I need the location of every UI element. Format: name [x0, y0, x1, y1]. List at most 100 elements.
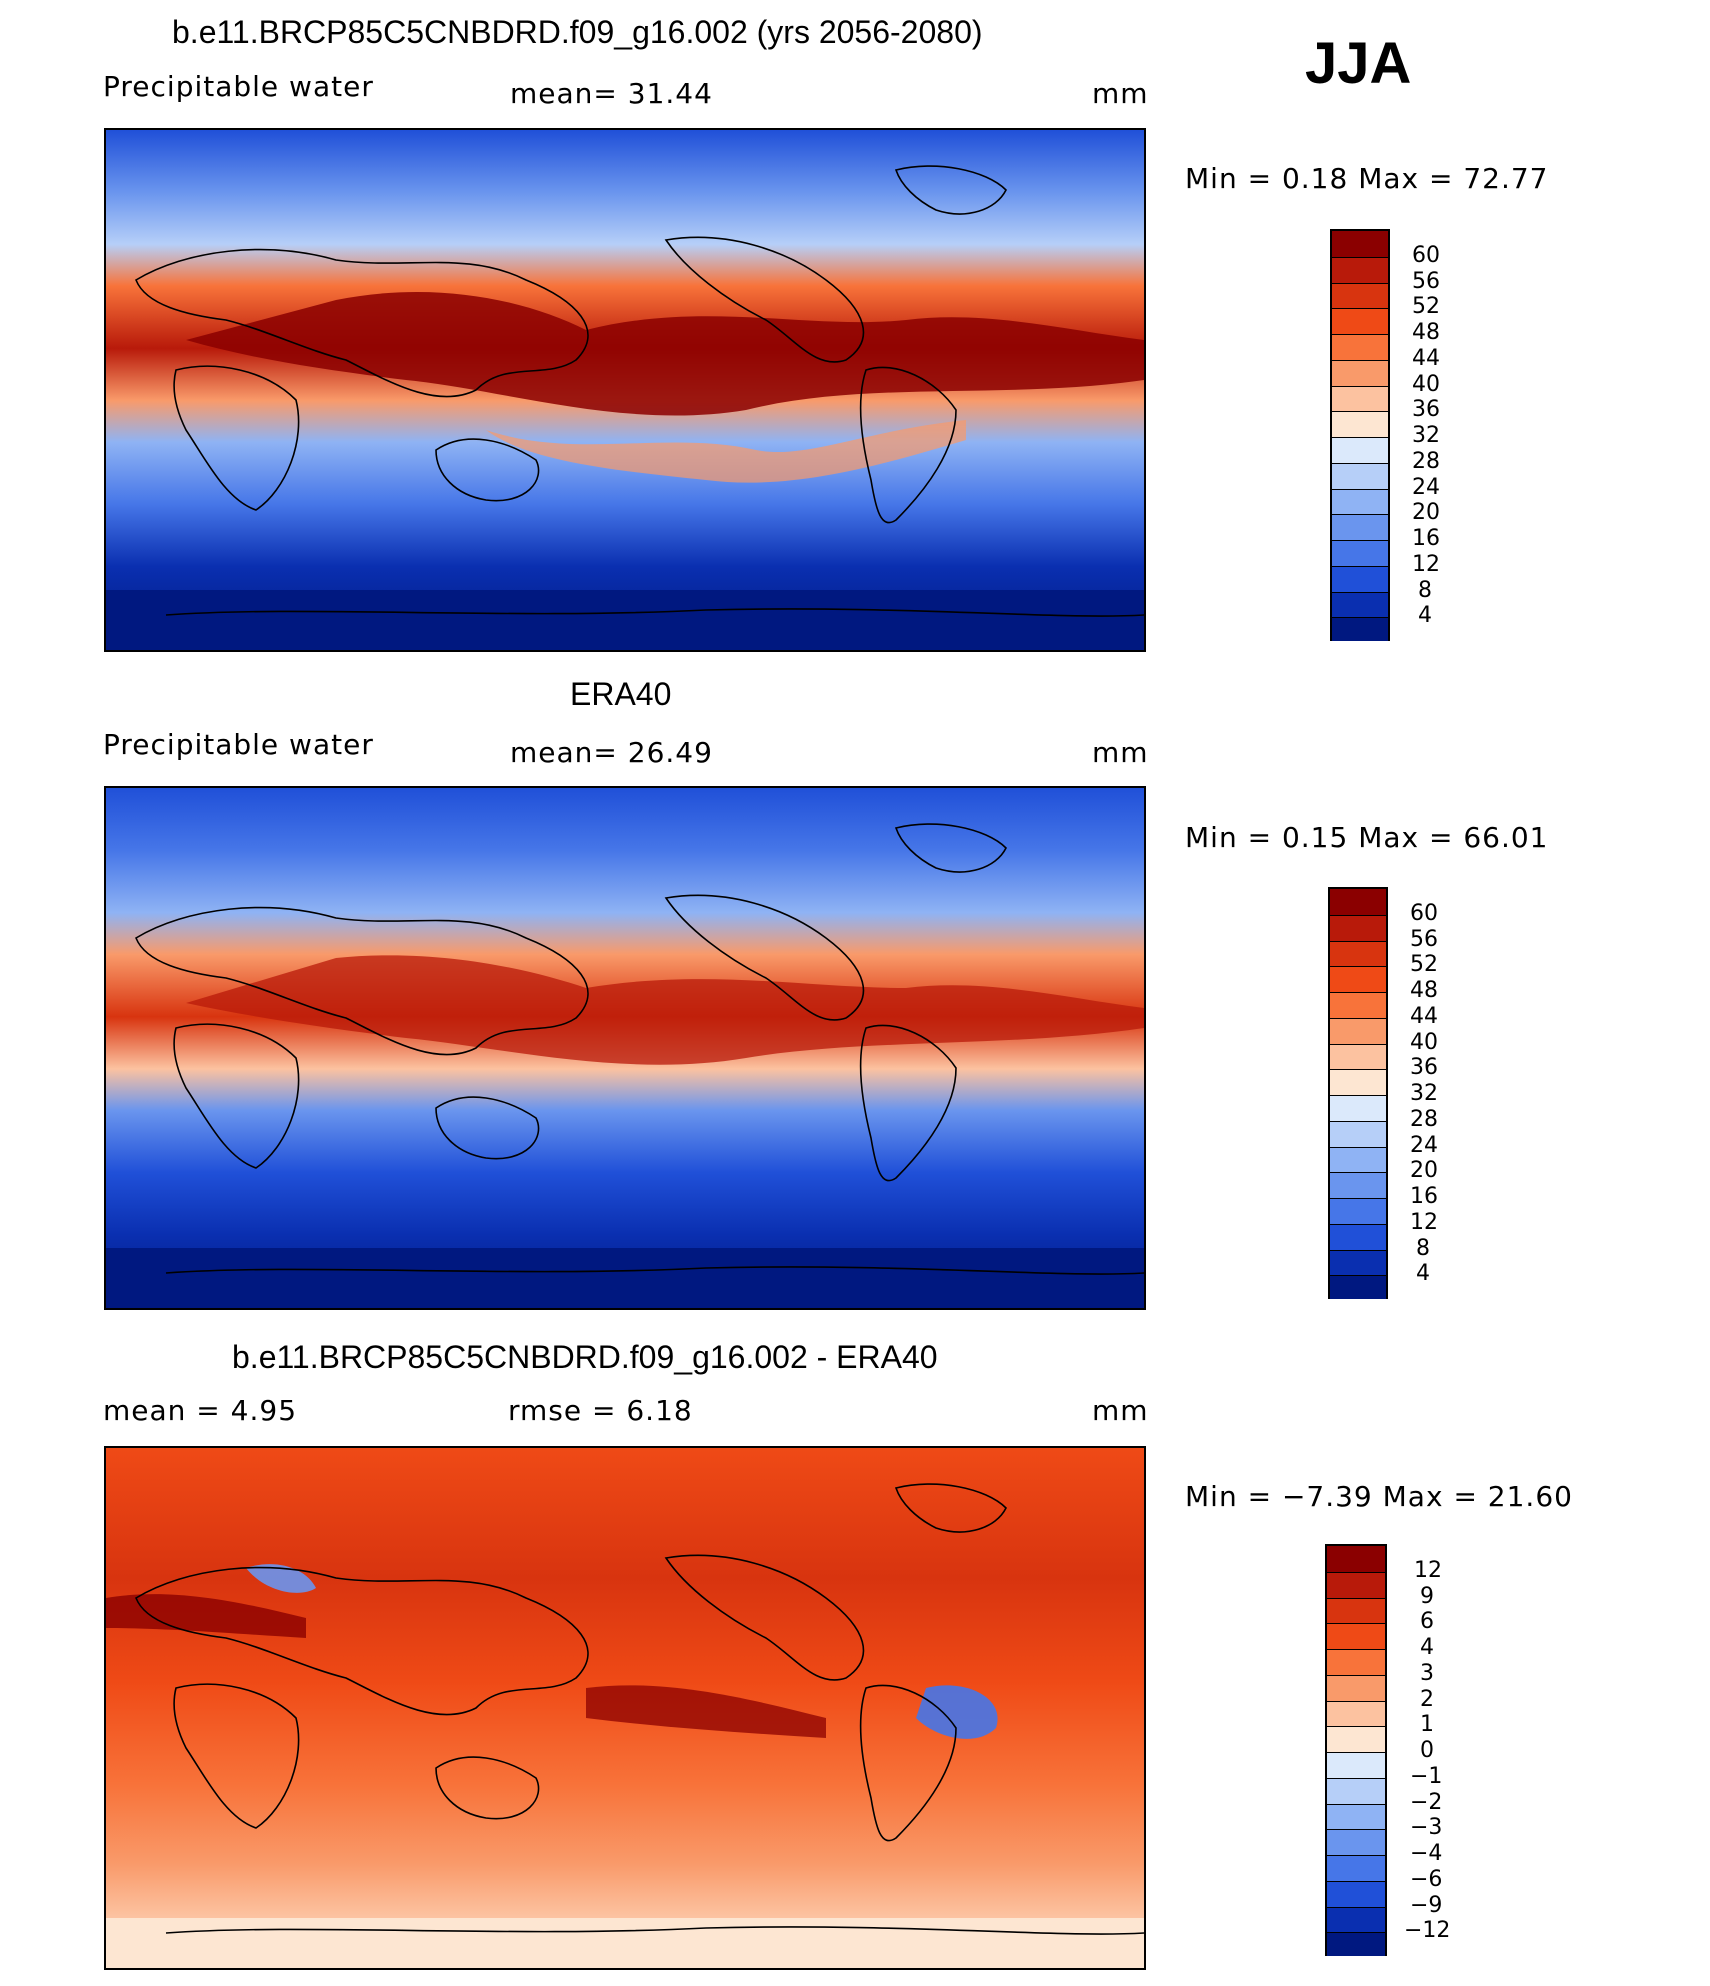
colorbar-label: −6 — [1410, 1867, 1443, 1892]
colorbar-label: 36 — [1410, 1055, 1438, 1080]
colorbar-label: −3 — [1410, 1815, 1443, 1840]
colorbar-swatch — [1330, 940, 1386, 967]
colorbar-label: 4 — [1420, 1635, 1434, 1660]
colorbar-label: 44 — [1410, 1004, 1438, 1029]
colorbar-swatch — [1327, 1880, 1385, 1907]
colorbar-label: 8 — [1416, 1236, 1430, 1261]
colorbar-swatch — [1330, 1017, 1386, 1044]
colorbar-swatch — [1327, 1752, 1385, 1778]
panel-diff-mean: mean = 4.95 — [103, 1394, 298, 1427]
colorbar-label: 4 — [1416, 1261, 1430, 1286]
colorbar-swatch — [1330, 1275, 1386, 1300]
panel-obs-mean: mean= 26.49 — [510, 736, 713, 769]
colorbar-label: 52 — [1412, 294, 1440, 319]
colorbar-swatch — [1327, 1649, 1385, 1675]
colorbar-swatch — [1327, 1777, 1385, 1804]
colorbar-label: 1 — [1420, 1712, 1434, 1737]
colorbar-label: 32 — [1412, 423, 1440, 448]
colorbar-swatch — [1332, 565, 1388, 592]
panel-model-map — [104, 128, 1146, 652]
colorbar-swatch — [1330, 914, 1386, 941]
colorbar-swatch — [1330, 1223, 1386, 1250]
colorbar-swatch — [1327, 1803, 1385, 1830]
colorbar-label: 40 — [1410, 1030, 1438, 1055]
panel-model-units: mm — [1092, 77, 1149, 110]
colorbar-swatch — [1327, 1726, 1385, 1753]
panel-diff-minmax: Min = −7.39 Max = 21.60 — [1185, 1480, 1573, 1513]
colorbar-label: 20 — [1410, 1158, 1438, 1183]
panel-diff-units: mm — [1092, 1394, 1149, 1427]
colorbar-swatch — [1332, 462, 1388, 489]
colorbar-label: 48 — [1412, 320, 1440, 345]
colorbar-label: 48 — [1410, 978, 1438, 1003]
colorbar-swatch — [1330, 992, 1386, 1018]
colorbar-label: −4 — [1410, 1841, 1443, 1866]
colorbar-label: 28 — [1412, 449, 1440, 474]
colorbar-swatch — [1332, 488, 1388, 515]
colorbar-swatch — [1327, 1674, 1385, 1701]
panel-diff-title: b.e11.BRCP85C5CNBDRD.f09_g16.002 - ERA40 — [232, 1339, 938, 1375]
colorbar-label: 44 — [1412, 346, 1440, 371]
colorbar-label: 60 — [1412, 243, 1440, 268]
colorbar-swatch — [1332, 282, 1388, 309]
colorbar-label: 60 — [1410, 901, 1438, 926]
colorbar-swatch — [1332, 334, 1388, 360]
colorbar-swatch — [1332, 437, 1388, 463]
colorbar-swatch — [1332, 514, 1388, 541]
colorbar-label: 16 — [1412, 526, 1440, 551]
panel-obs-minmax: Min = 0.15 Max = 66.01 — [1185, 821, 1549, 854]
panel-model-title: b.e11.BRCP85C5CNBDRD.f09_g16.002 (yrs 20… — [172, 14, 983, 50]
colorbar-label: 36 — [1412, 397, 1440, 422]
colorbar-label: 28 — [1410, 1107, 1438, 1132]
colorbar-swatch — [1332, 385, 1388, 412]
colorbar-swatch — [1330, 1095, 1386, 1121]
panel-model-colorbar — [1330, 229, 1390, 642]
colorbar-label: 56 — [1412, 269, 1440, 294]
season-label: JJA — [1305, 31, 1412, 96]
colorbar-swatch — [1327, 1855, 1385, 1881]
panel-model-minmax: Min = 0.18 Max = 72.77 — [1185, 162, 1549, 195]
colorbar-label: 12 — [1412, 552, 1440, 577]
colorbar-label: 3 — [1420, 1661, 1434, 1686]
colorbar-label: −9 — [1410, 1893, 1443, 1918]
panel-obs-map — [104, 786, 1146, 1310]
colorbar-swatch — [1330, 1120, 1386, 1147]
colorbar-label: 20 — [1412, 500, 1440, 525]
colorbar-swatch — [1332, 591, 1388, 618]
colorbar-swatch — [1327, 1829, 1385, 1856]
panel-model-variable-label: Precipitable water — [103, 70, 374, 103]
colorbar-swatch — [1332, 617, 1388, 642]
colorbar-label: −1 — [1410, 1764, 1443, 1789]
colorbar-swatch — [1332, 359, 1388, 386]
colorbar-swatch — [1327, 1597, 1385, 1624]
panel-obs-units: mm — [1092, 736, 1149, 769]
colorbar-swatch — [1330, 1043, 1386, 1070]
colorbar-label: 24 — [1410, 1133, 1438, 1158]
colorbar-label: 8 — [1418, 578, 1432, 603]
colorbar-label: 0 — [1420, 1738, 1434, 1763]
colorbar-label: 40 — [1412, 372, 1440, 397]
colorbar-label: 32 — [1410, 1081, 1438, 1106]
colorbar-label: 9 — [1420, 1584, 1434, 1609]
colorbar-label: 12 — [1414, 1558, 1442, 1583]
colorbar-swatch — [1330, 889, 1386, 915]
panel-obs-title: ERA40 — [570, 676, 672, 712]
colorbar-swatch — [1330, 1172, 1386, 1199]
colorbar-swatch — [1327, 1546, 1385, 1572]
panel-diff-colorbar — [1325, 1544, 1387, 1957]
colorbar-label: 12 — [1410, 1210, 1438, 1235]
panel-diff-map — [104, 1446, 1146, 1970]
colorbar-label: 4 — [1418, 603, 1432, 628]
panel-model-mean: mean= 31.44 — [510, 77, 713, 110]
colorbar-swatch — [1332, 256, 1388, 283]
colorbar-swatch — [1332, 308, 1388, 335]
colorbar-swatch — [1332, 231, 1388, 257]
colorbar-swatch — [1327, 1932, 1385, 1957]
colorbar-swatch — [1332, 540, 1388, 566]
colorbar-swatch — [1327, 1906, 1385, 1933]
colorbar-swatch — [1327, 1623, 1385, 1650]
colorbar-label: 2 — [1420, 1687, 1434, 1712]
colorbar-label: 16 — [1410, 1184, 1438, 1209]
colorbar-swatch — [1327, 1571, 1385, 1598]
panel-obs-colorbar — [1328, 887, 1388, 1300]
